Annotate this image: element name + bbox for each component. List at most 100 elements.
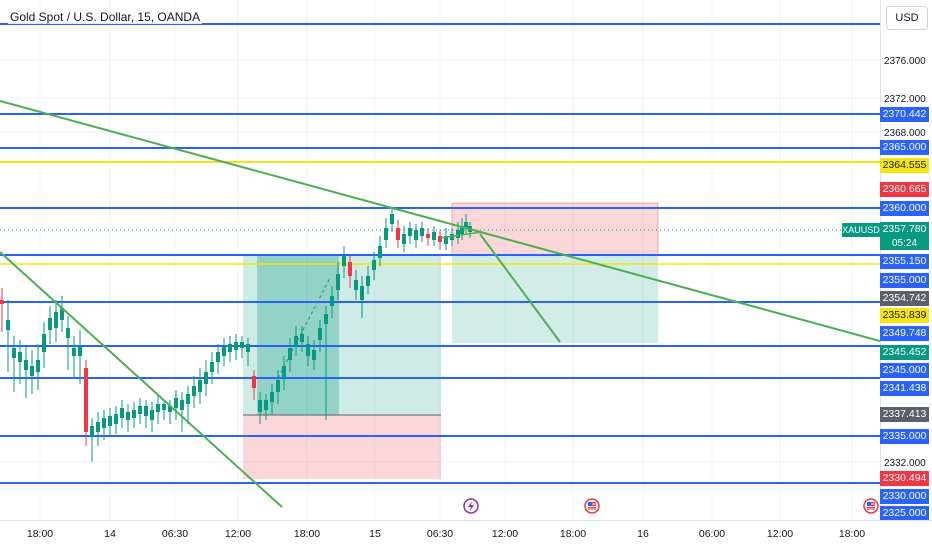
candle-body [342, 256, 346, 266]
price-label: 2355.150 [880, 254, 929, 269]
candle-body [420, 228, 424, 236]
short-position-stop-zone [451, 202, 659, 256]
candle-body [464, 222, 468, 228]
candle-body [156, 404, 160, 412]
candle-body [42, 334, 46, 352]
candle-body [174, 398, 178, 408]
candle-body [282, 366, 286, 378]
candle-body [270, 392, 274, 402]
price-label: 2337.413 [880, 407, 929, 422]
time-tick: 18:00 [293, 528, 321, 540]
candle-body [402, 234, 406, 244]
lightning-event-icon[interactable] [463, 498, 479, 514]
price-tick: 2376.000 [884, 56, 926, 67]
candle-body [324, 314, 328, 324]
candle-body [162, 404, 166, 410]
time-tick: 12:00 [224, 528, 252, 540]
bar-countdown: 05:24 [880, 237, 929, 250]
candle-body [30, 366, 34, 376]
candle-body [460, 226, 464, 234]
candle-body [180, 400, 184, 410]
long-position-stop-zone [243, 415, 441, 479]
price-label: 2353.839 [880, 308, 929, 323]
currency-button[interactable]: USD [886, 6, 928, 30]
price-label: 2370.442 [880, 107, 929, 122]
candle-body [372, 260, 376, 270]
candle-body [6, 320, 10, 330]
candle-body [0, 300, 4, 304]
price-label: 2349.748 [880, 326, 929, 341]
candle-body [366, 276, 370, 286]
chart-area[interactable] [0, 0, 880, 520]
short-position-target-zone [452, 255, 658, 343]
price-tick: 2372.000 [884, 94, 926, 105]
candle-body [414, 230, 418, 240]
candle-body [150, 410, 154, 420]
candle-body [90, 426, 94, 436]
projection-line [277, 277, 331, 379]
candle-body [12, 348, 16, 358]
time-tick: 18:00 [838, 528, 866, 540]
candle-body [126, 412, 130, 420]
trendline [0, 100, 880, 342]
candle-body [198, 380, 202, 392]
candle-body [60, 308, 64, 320]
candle-body [108, 416, 112, 426]
time-tick: 16 [637, 528, 649, 540]
candle-body [66, 328, 70, 338]
candle-body [36, 360, 40, 372]
us-flag-event-icon[interactable] [863, 498, 879, 514]
candle-body [54, 312, 58, 328]
candle-body [24, 360, 28, 370]
candle-body [228, 344, 232, 352]
candle-body [18, 352, 22, 362]
candle-body [456, 230, 460, 238]
candle-body [348, 262, 352, 276]
us-flag-event-icon[interactable] [584, 498, 600, 514]
candle-body [306, 344, 310, 356]
candle-body [246, 344, 250, 352]
candle-body [144, 406, 148, 416]
candle-body [426, 234, 430, 238]
candle-body [312, 350, 316, 360]
candle-body [330, 296, 334, 306]
time-tick: 18:00 [559, 528, 587, 540]
candle-body [186, 394, 190, 404]
candle-body [192, 386, 196, 396]
price-label: 2365.000 [880, 140, 929, 155]
candle-body [438, 236, 442, 242]
candle-body [78, 346, 82, 356]
time-tick: 12:00 [766, 528, 794, 540]
candle-body [336, 274, 340, 290]
time-axis[interactable] [0, 520, 932, 551]
long-position-filled-zone [257, 255, 339, 415]
price-label: 2325.000 [880, 506, 929, 521]
price-label: 2360.000 [880, 201, 929, 216]
candle-body [354, 280, 358, 290]
price-label: 2354.742 [880, 291, 929, 306]
candle-body [264, 400, 268, 410]
trendline [0, 251, 283, 508]
candle-body [432, 232, 436, 240]
candle-body [48, 318, 52, 330]
candle-body [444, 236, 448, 244]
candle-body [114, 414, 118, 424]
price-label: 2360.665 [880, 182, 929, 197]
time-tick: 18:00 [26, 528, 54, 540]
candle-body [210, 362, 214, 372]
candle-body [132, 410, 136, 418]
price-tick: 2332.000 [884, 458, 926, 469]
time-tick: 15 [369, 528, 381, 540]
time-tick: 14 [104, 528, 116, 540]
time-tick: 06:00 [698, 528, 726, 540]
candle-body [252, 376, 256, 388]
time-tick: 06:30 [161, 528, 189, 540]
price-chart[interactable] [0, 0, 880, 520]
candle-body [72, 348, 76, 356]
price-label: 2335.000 [880, 429, 929, 444]
candle-body [390, 214, 394, 224]
candle-body [384, 228, 388, 240]
current-price-label: 2357.780 [880, 222, 929, 237]
candle-body [102, 418, 106, 428]
candle-body [84, 368, 88, 432]
